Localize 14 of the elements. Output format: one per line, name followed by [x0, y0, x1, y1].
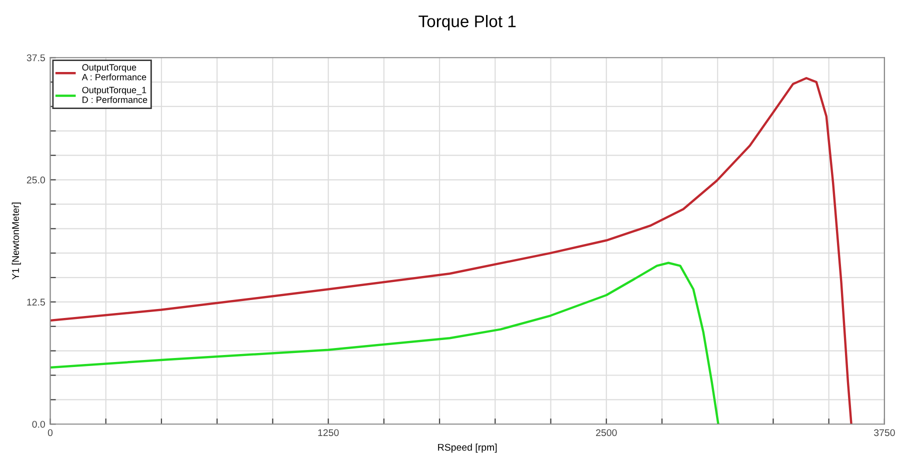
chart-title: Torque Plot 1 [418, 14, 516, 31]
y-tick-label: 37.5 [26, 54, 45, 62]
legend-label: OutputTorque_1 D : Performance [82, 86, 148, 103]
y-tick-label: 25.0 [26, 176, 45, 184]
y-tick-label: 0.0 [32, 420, 45, 428]
x-axis-title: RSpeed [rpm] [438, 444, 497, 453]
legend-label: OutputTorque A : Performance [82, 64, 146, 80]
x-tick-label: 1250 [318, 429, 339, 436]
x-tick-label: 0 [48, 429, 53, 436]
x-tick-label: 2500 [596, 429, 617, 436]
x-tick-label: 3750 [874, 429, 895, 436]
line-series [50, 262, 720, 424]
y-axis-title: Y1 [NewtonMeter] [12, 202, 21, 280]
y-tick-label: 12.5 [27, 298, 45, 306]
